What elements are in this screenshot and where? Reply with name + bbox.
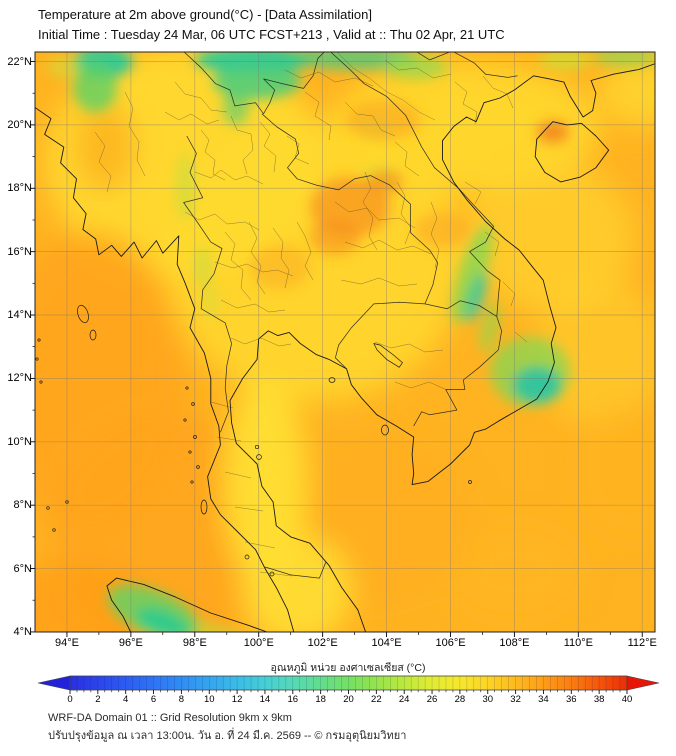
x-tick-label: 96°E [118,637,143,649]
colorbar-tick-label: 26 [426,694,438,705]
colorbar-tick-label: 8 [178,694,185,705]
colorbar-tick-label: 30 [482,694,494,705]
colorbar-left-arrow [37,675,71,691]
y-tick-label: 6°N [13,562,32,575]
y-tick-label: 20°N [7,118,32,131]
colorbar-tick-label: 0 [67,694,73,705]
title-block: Temperature at 2m above ground(°C) - [Da… [38,5,505,44]
x-tick-label: 112°E [627,637,657,649]
footer: WRF-DA Domain 01 :: Grid Resolution 9km … [48,709,406,745]
x-tick-label: 100°E [243,637,274,649]
y-tick-label: 14°N [7,309,32,322]
map-frame [34,51,656,633]
colorbar-tick-label: 18 [315,694,326,705]
y-tick-label: 22°N [7,55,32,68]
coastlines [35,63,655,632]
colorbar-tick-label: 20 [343,694,354,705]
colorbar-tick-label: 32 [510,694,521,705]
colorbar [37,675,660,694]
page-title: Temperature at 2m above ground(°C) - [Da… [38,7,372,22]
colorbar-tick-label: 12 [231,694,243,705]
colorbar-tick-label: 34 [538,694,549,705]
x-tick-label: 106°E [435,637,466,649]
province-borders [94,52,528,577]
y-tick-label: 12°N [7,372,32,385]
colorbar-right-arrow [626,675,660,691]
small-islands [35,304,472,577]
x-tick-label: 98°E [182,637,207,649]
map-canvas [30,51,656,637]
y-tick-label: 16°N [7,245,32,258]
footer-domain-info: WRF-DA Domain 01 :: Grid Resolution 9km … [48,712,292,724]
y-tick-label: 18°N [7,182,32,195]
x-tick-label: 102°E [307,637,338,649]
colorbar-label: อุณหภูมิ หน่วย องศาเซลเซียส (°C) [270,662,426,674]
colorbar-tick-label: 24 [398,694,410,705]
colorbar-tick-label: 36 [566,694,577,705]
page-subtitle: Initial Time : Tuesday 24 Mar, 06 UTC FC… [38,26,505,42]
colorbar-tick-label: 10 [203,694,215,705]
colorbar-tick-label: 6 [150,694,157,705]
colorbar-tick-label: 28 [454,694,466,705]
x-tick-label: 94°E [55,637,79,649]
colorbar-gradient [70,676,627,690]
y-tick-label: 4°N [13,625,32,638]
temperature-field-local-blobs [47,52,655,632]
tonle-sap-lake [373,343,403,368]
colorbar-tick-label: 4 [123,694,129,705]
y-tick-label: 8°N [13,499,32,512]
colorbar-tick-label: 14 [259,694,271,705]
colorbar-tick-label: 16 [287,694,299,705]
colorbar-tick-label: 38 [593,694,605,705]
colorbar-tick-label: 2 [95,694,101,705]
x-tick-label: 110°E [563,637,593,649]
x-tick-label: 108°E [499,637,530,649]
y-tick-label: 10°N [7,435,32,448]
hainan-island [534,121,610,183]
sumatra-coast [106,577,269,632]
colorbar-tick-label: 40 [621,694,633,705]
x-tick-label: 104°E [371,637,402,649]
footer-update-info: ปรับปรุงข้อมูล ณ เวลา 13:00น. วัน อ. ที่… [48,730,407,742]
colorbar-tick-label: 22 [371,694,382,705]
